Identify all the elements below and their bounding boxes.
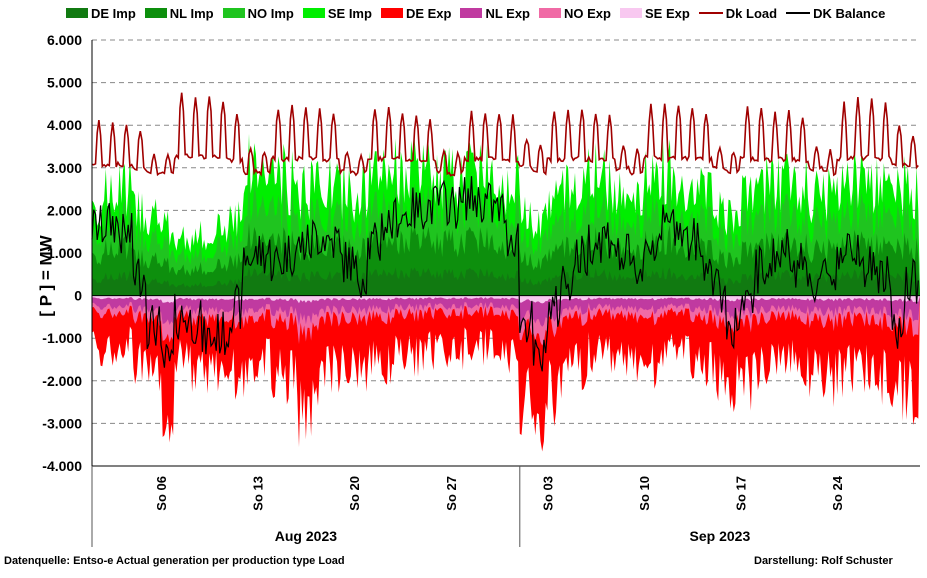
y-tick-label: 5.000	[47, 75, 82, 91]
y-tick-label: 0	[74, 288, 82, 304]
legend-label: Dk Load	[725, 5, 778, 21]
legend-swatch	[380, 8, 403, 18]
legend-label: SE Exp	[644, 5, 690, 21]
legend-item-de-imp: DE Imp	[66, 6, 136, 21]
legend-label: DE Exp	[405, 5, 452, 21]
y-tick-label: 6.000	[47, 32, 82, 48]
legend-label: NL Imp	[169, 5, 214, 21]
legend-item-nl-exp: NL Exp	[460, 6, 530, 21]
x-tick-label: So 03	[540, 476, 555, 511]
x-tick-label: So 10	[637, 476, 652, 511]
legend-item-se-exp: SE Exp	[619, 5, 690, 21]
x-tick-label: So 20	[347, 476, 362, 511]
legend-item-de-exp: DE Exp	[380, 5, 452, 21]
y-axis-label: [ P ] = MW	[36, 235, 56, 317]
y-tick-label: -4.000	[42, 458, 82, 474]
legend-label: NO Exp	[564, 5, 611, 21]
legend: DE Imp NL Imp NO Imp SE Imp DE Exp NL Exp NO E…	[66, 4, 894, 22]
legend-swatch	[460, 8, 483, 18]
x-tick-label: So 17	[734, 476, 749, 511]
y-tick-label: -1.000	[42, 330, 82, 346]
area-nl-exp	[92, 295, 920, 327]
legend-label: DE Imp	[91, 5, 136, 21]
legend-item-nl-imp: NL Imp	[144, 5, 214, 21]
line-dk-balance	[91, 176, 919, 372]
legend-swatch	[539, 8, 562, 18]
area-de-exp	[92, 295, 920, 452]
legend-item-no-exp: NO Exp	[539, 6, 611, 21]
y-tick-label: 4.000	[47, 117, 82, 133]
legend-label: DK Balance	[813, 5, 886, 21]
footer-source: Datenquelle: Entso-e Actual generation p…	[4, 555, 345, 567]
y-tick-label: -2.000	[42, 373, 82, 389]
legend-swatch	[222, 8, 245, 18]
footer-credit: Darstellung: Rolf Schuster	[754, 555, 893, 567]
legend-swatch	[786, 12, 811, 14]
y-tick-label: 1.000	[47, 245, 82, 261]
legend-swatch	[698, 12, 723, 14]
y-tick-label: -3.000	[42, 415, 82, 431]
legend-item-no-imp: NO Imp	[222, 5, 294, 21]
line-dk-load	[91, 92, 919, 177]
legend-item-se-imp: SE Imp	[302, 5, 372, 21]
month-label: Aug 2023	[275, 528, 337, 544]
legend-label: NO Imp	[247, 5, 294, 21]
x-tick-label: So 13	[251, 476, 266, 511]
month-label: Sep 2023	[690, 528, 751, 544]
legend-label: SE Imp	[327, 5, 372, 21]
y-tick-label: 3.000	[47, 160, 82, 176]
legend-item-dk-load: Dk Load	[698, 5, 778, 21]
legend-swatch	[66, 8, 88, 18]
legend-swatch	[302, 8, 325, 18]
legend-swatch	[144, 8, 167, 18]
x-tick-label: So 06	[154, 476, 169, 511]
x-tick-label: So 24	[830, 475, 845, 510]
legend-swatch	[619, 8, 642, 18]
area-nl-imp	[92, 222, 920, 296]
area-se-exp	[92, 295, 920, 304]
legend-label: NL Exp	[485, 5, 531, 21]
legend-item-dk-balance: DK Balance	[786, 6, 885, 21]
y-tick-label: 2.000	[47, 202, 82, 218]
x-tick-label: So 27	[444, 476, 459, 511]
